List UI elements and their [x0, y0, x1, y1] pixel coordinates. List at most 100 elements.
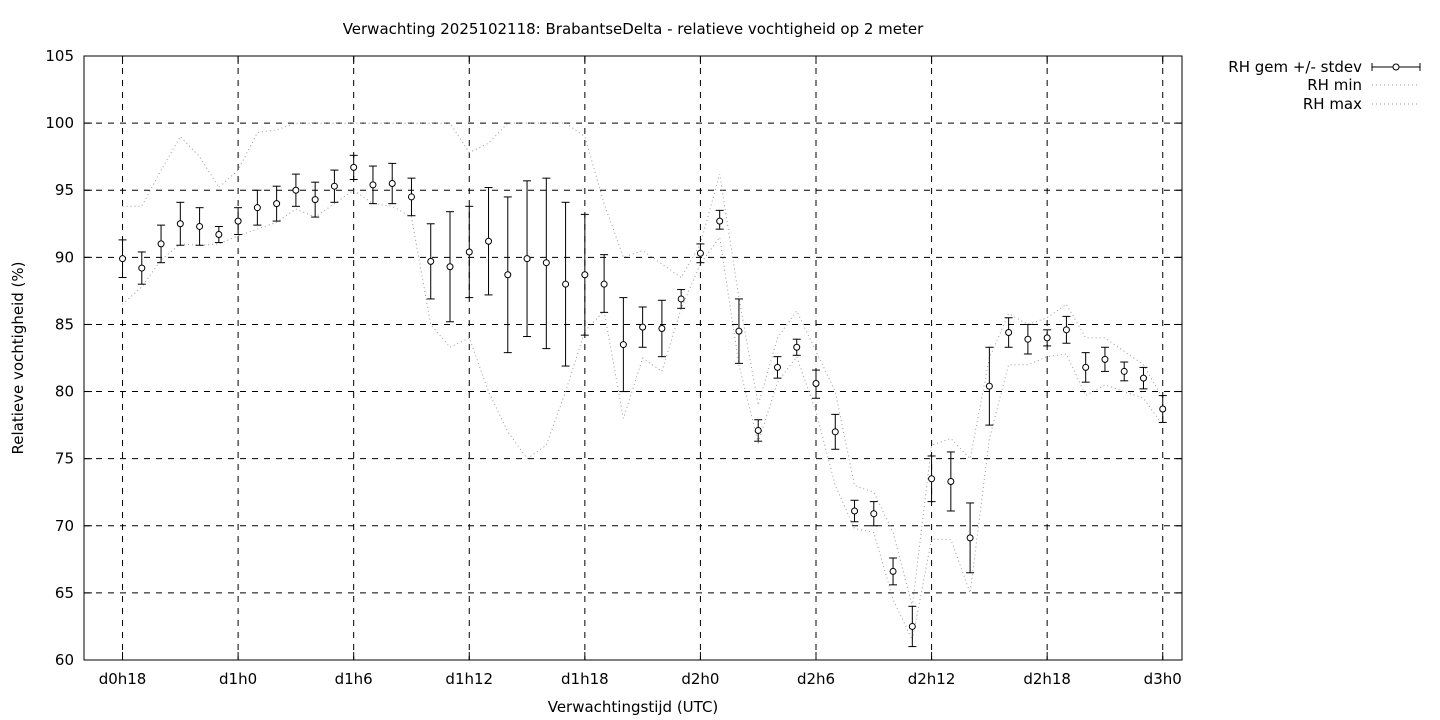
mean-marker [1062, 326, 1070, 334]
x-tick-label: d2h18 [1023, 670, 1071, 688]
data-point [696, 243, 705, 264]
data-point [176, 201, 185, 246]
mean-marker [1139, 374, 1147, 382]
y-tick-label: 60 [55, 651, 74, 669]
grid-lines [84, 56, 1182, 660]
data-point [1139, 366, 1148, 390]
mean-marker [1024, 335, 1032, 343]
data-point [330, 169, 339, 203]
x-tick-label: d2h0 [681, 670, 719, 688]
mean-marker [273, 200, 281, 208]
y-tick-label: 85 [55, 315, 74, 333]
data-point [349, 154, 358, 180]
data-point [311, 181, 320, 218]
mean-marker [735, 327, 743, 335]
data-point [1004, 317, 1013, 348]
mean-marker [812, 380, 820, 388]
mean-marker [908, 622, 916, 630]
data-point [773, 356, 782, 379]
mean-marker [407, 193, 415, 201]
y-tick-label: 75 [55, 450, 74, 468]
chart-title: Verwachting 2025102118: BrabantseDelta -… [343, 20, 924, 38]
data-point [677, 289, 686, 309]
x-axis-label: Verwachtingstijd (UTC) [548, 698, 719, 716]
data-point [195, 207, 204, 246]
mean-marker [369, 181, 377, 189]
data-point [253, 189, 262, 226]
data-point [715, 209, 724, 230]
y-tick-label: 80 [55, 383, 74, 401]
x-tick-label: d0h18 [99, 670, 147, 688]
y-axis-label: Relatieve vochtigheid (%) [9, 261, 27, 454]
mean-marker [851, 507, 859, 515]
mean-marker [581, 271, 589, 279]
series-layer [118, 122, 1167, 648]
x-tick-label: d2h12 [908, 670, 956, 688]
data-point [831, 413, 840, 450]
data-point [234, 207, 243, 236]
data-point [1043, 329, 1052, 347]
data-point [657, 299, 666, 358]
data-point [272, 185, 281, 222]
data-point [465, 205, 474, 299]
data-point [1158, 395, 1167, 423]
data-point [638, 306, 647, 348]
data-point [1062, 315, 1071, 344]
y-tick-label: 90 [55, 248, 74, 266]
mean-marker [427, 257, 435, 265]
y-tick-label: 105 [45, 47, 74, 65]
mean-marker [523, 255, 531, 263]
y-axis: 60 65 70 75 80 85 90 95 100 105 [45, 47, 1182, 669]
mean-marker [292, 186, 300, 194]
mean-marker [138, 264, 146, 272]
data-point [966, 502, 975, 574]
data-point [368, 165, 377, 205]
mean-marker [1082, 363, 1090, 371]
mean-marker [1101, 355, 1109, 363]
mean-marker [1005, 328, 1013, 336]
y-tick-label: 95 [55, 181, 74, 199]
mean-marker [793, 343, 801, 351]
y-tick-label: 65 [55, 584, 74, 602]
mean-marker [446, 263, 454, 271]
plot-frame [83, 55, 1183, 661]
x-tick-label: d1h12 [445, 670, 493, 688]
mean-marker [215, 231, 223, 239]
mean-marker [696, 249, 704, 257]
mean-marker [831, 428, 839, 436]
x-tick-label: d1h6 [335, 670, 373, 688]
mean-marker [947, 477, 955, 485]
mean-marker [1120, 367, 1128, 375]
x-tick-label: d2h6 [797, 670, 835, 688]
data-point [561, 201, 570, 367]
mean-marker [542, 259, 550, 267]
mean-marker [639, 323, 647, 331]
mean-marker [234, 217, 242, 225]
mean-marker [119, 255, 127, 263]
mean-marker [562, 280, 570, 288]
data-point [889, 557, 898, 586]
data-point [850, 499, 859, 523]
data-point [1100, 346, 1109, 372]
legend-label: RH max [1303, 95, 1362, 113]
data-point [157, 224, 166, 264]
data-point [446, 211, 454, 323]
mean-marker [1159, 405, 1167, 413]
data-point [542, 177, 551, 350]
mean-marker [330, 182, 338, 190]
mean-marker [619, 341, 627, 349]
data-point [1081, 352, 1090, 383]
data-point [619, 297, 628, 393]
x-tick-label: d1h0 [219, 670, 257, 688]
data-point [1120, 361, 1129, 382]
y-tick-label: 70 [55, 517, 74, 535]
legend-swatch-marker [1392, 63, 1400, 71]
mean-marker [485, 237, 493, 245]
data-point [927, 455, 936, 503]
mean-marker [985, 382, 993, 390]
mean-marker [311, 196, 319, 204]
mean-marker [253, 204, 261, 212]
data-point [388, 162, 397, 205]
